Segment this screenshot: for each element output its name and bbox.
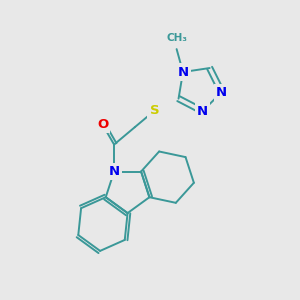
Text: N: N: [216, 86, 227, 99]
Text: S: S: [150, 104, 159, 117]
Text: N: N: [109, 165, 120, 178]
Text: CH₃: CH₃: [166, 33, 187, 43]
Text: N: N: [197, 105, 208, 118]
Text: O: O: [97, 118, 108, 131]
Text: N: N: [177, 65, 188, 79]
